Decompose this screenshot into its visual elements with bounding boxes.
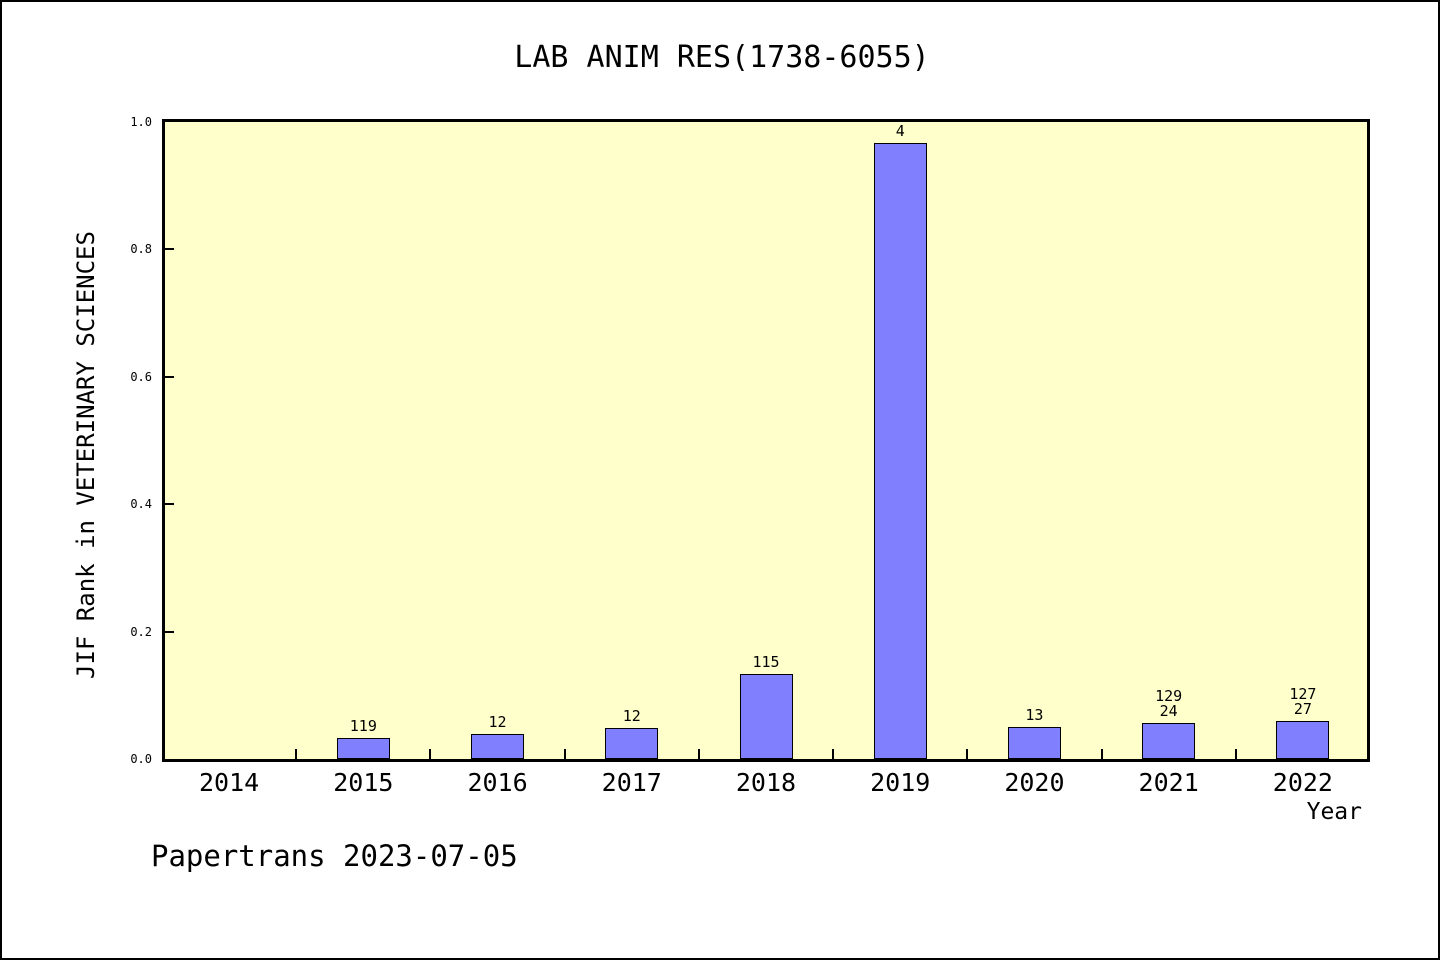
x-tick-mark xyxy=(966,749,969,759)
bar-value-line: 119 xyxy=(349,716,377,735)
x-category-label: 2021 xyxy=(1138,768,1199,797)
bar-value-label: 4 xyxy=(833,124,967,139)
y-tick-label: 0.4 xyxy=(130,497,152,512)
x-tick-mark xyxy=(295,749,298,759)
x-axis-title: Year xyxy=(1306,799,1362,825)
x-category-label: 2016 xyxy=(467,768,528,797)
x-tick-mark xyxy=(1100,749,1103,759)
bar-value-label: 127 27 xyxy=(1236,687,1370,717)
bar xyxy=(739,674,793,759)
y-tick-label: 1.0 xyxy=(130,115,152,129)
bar xyxy=(471,733,525,759)
x-category-label: 2014 xyxy=(199,768,260,797)
bar xyxy=(873,143,927,759)
bar xyxy=(1007,726,1061,759)
y-tick-label: 0.0 xyxy=(130,752,152,766)
bar-value-line: 115 xyxy=(752,653,780,672)
bar xyxy=(605,728,659,759)
bar-value-label: 12 xyxy=(565,709,699,724)
y-tick-mark xyxy=(165,248,174,251)
bar-value-label: 12 xyxy=(430,712,564,731)
bar-value-label: 13 xyxy=(967,705,1101,724)
x-category-label: 2019 xyxy=(870,768,931,797)
bar xyxy=(1142,722,1196,759)
x-category-label: 2015 xyxy=(333,768,394,797)
chart-title: LAB ANIM RES(1738-6055) xyxy=(514,40,930,75)
x-tick-mark xyxy=(429,749,432,759)
bar-value-label: 115 xyxy=(699,655,833,670)
bar-value-line: 4 xyxy=(895,122,905,141)
x-category-label: 2017 xyxy=(601,768,662,797)
bar-value-line: 129 xyxy=(1155,686,1183,705)
x-category-label: 2018 xyxy=(735,768,797,797)
x-tick-mark xyxy=(697,749,700,759)
watermark-text: Papertrans 2023-07-05 xyxy=(151,839,518,873)
bar-value-line: 12 xyxy=(622,707,641,726)
bar-value-line: 127 xyxy=(1289,685,1317,704)
y-axis-title: JIF Rank in VETERINARY SCIENCES xyxy=(72,231,100,679)
x-tick-mark xyxy=(563,749,566,759)
bar xyxy=(336,737,390,759)
bar-value-line: 12 xyxy=(488,712,507,731)
x-tick-mark xyxy=(1234,749,1237,759)
y-tick-mark xyxy=(165,630,174,633)
bar-value-label: 129 24 xyxy=(1102,686,1236,720)
bar-value-line: 27 xyxy=(1293,700,1312,719)
bar-value-label: 119 xyxy=(296,716,430,735)
y-tick-mark xyxy=(165,503,174,506)
x-tick-mark xyxy=(832,749,835,759)
y-tick-label: 0.8 xyxy=(130,242,152,257)
y-tick-label: 0.6 xyxy=(130,369,152,384)
bar xyxy=(1276,721,1330,759)
bar-value-line: 13 xyxy=(1025,705,1044,724)
y-tick-label: 0.2 xyxy=(130,624,152,639)
x-category-label: 2022 xyxy=(1272,768,1333,797)
plot-area xyxy=(162,119,1370,762)
y-tick-mark xyxy=(165,375,174,378)
x-category-label: 2020 xyxy=(1004,768,1065,797)
bar-value-line: 24 xyxy=(1159,701,1178,720)
